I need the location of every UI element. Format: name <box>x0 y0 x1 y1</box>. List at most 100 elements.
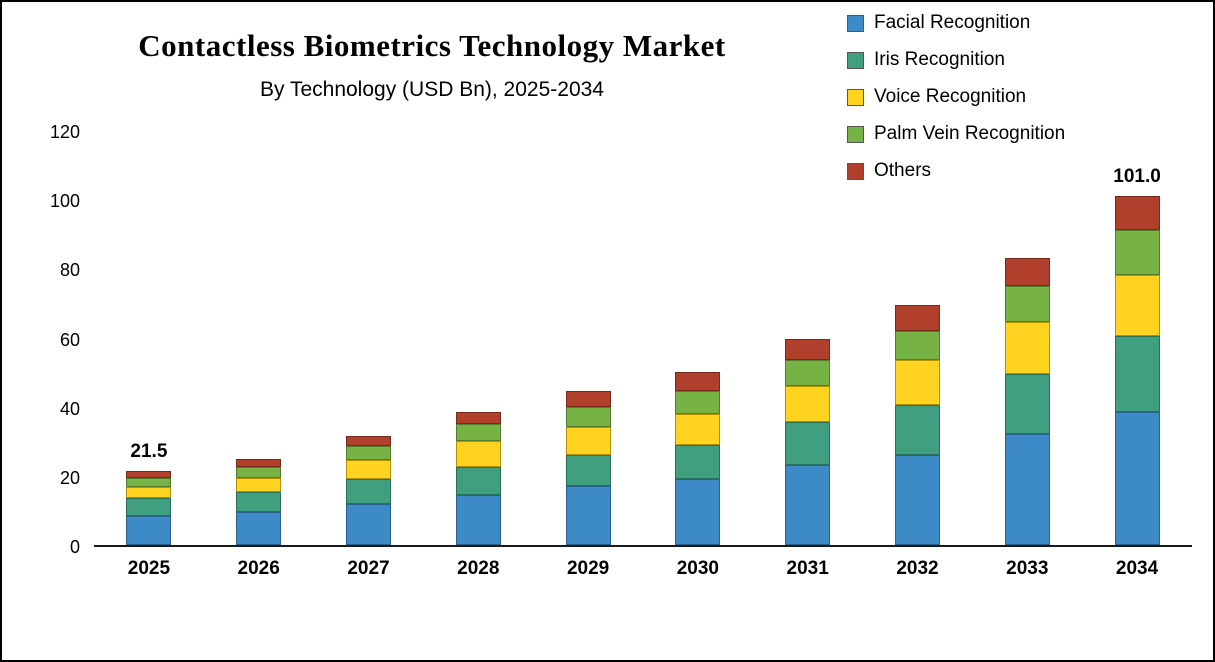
legend-swatch-icon <box>847 162 864 180</box>
bar-column-2025: 21.5 2025 <box>94 132 204 579</box>
bar-segment-iris-recognition <box>675 444 721 480</box>
chart-title: Contactless Biometrics Technology Market <box>138 28 726 63</box>
x-axis-label: 2028 <box>457 558 500 579</box>
bar-segment-palm-vein-recognition <box>345 446 391 461</box>
bar-segment-others <box>785 339 831 360</box>
bar-total-label: 21.5 <box>130 440 168 462</box>
chart-subtitle: By Technology (USD Bn), 2025-2034 <box>260 78 604 101</box>
bar-segment-facial-recognition <box>1114 411 1160 545</box>
legend-swatch-icon <box>847 88 864 106</box>
legend-label: Iris Recognition <box>874 49 1005 70</box>
x-axis-label: 2030 <box>676 558 720 579</box>
bar-segment-palm-vein-recognition <box>236 467 282 478</box>
bar-segment-palm-vein-recognition <box>785 360 831 386</box>
bar-segment-palm-vein-recognition <box>1004 285 1050 322</box>
bar-column-2034: 101.0 2034 <box>1082 132 1192 579</box>
bar-stack <box>894 304 940 545</box>
bar-segment-iris-recognition <box>1114 335 1160 412</box>
legend: Facial Recognition Iris Recognition Voice … <box>847 12 1065 182</box>
legend-swatch-icon <box>847 14 864 32</box>
bar-segment-palm-vein-recognition <box>126 477 172 487</box>
legend-item: Voice Recognition <box>847 86 1065 108</box>
plot-area: 21.5 2025 2026 2027 2028 2029 2030 2031 2032 2033… <box>94 132 1192 579</box>
bar-segment-iris-recognition <box>785 422 831 466</box>
bar-segment-voice-recognition <box>675 413 721 445</box>
bar-stack <box>1004 257 1050 545</box>
bar-column-2030: 2030 <box>643 132 753 579</box>
bar-segment-voice-recognition <box>894 360 940 405</box>
y-axis-tick-label: 20 <box>59 467 80 488</box>
bar-segment-facial-recognition <box>236 512 282 545</box>
bar-segment-voice-recognition <box>455 441 501 468</box>
bar-segment-voice-recognition <box>345 460 391 480</box>
bar-segment-voice-recognition <box>1004 321 1050 374</box>
bar-segment-palm-vein-recognition <box>675 391 721 414</box>
bar-column-2028: 2028 <box>423 132 533 579</box>
bar-segment-palm-vein-recognition <box>565 406 611 428</box>
bar-segment-voice-recognition <box>236 477 282 493</box>
bar-segment-others <box>126 470 172 478</box>
y-axis-tick-label: 0 <box>69 537 80 557</box>
bar-column-2026: 2026 <box>204 132 314 579</box>
bar-stack <box>126 470 172 545</box>
legend-item: Others <box>847 160 1065 182</box>
bar-segment-voice-recognition <box>785 385 831 423</box>
x-axis-label: 2025 <box>127 558 171 579</box>
bar-segment-iris-recognition <box>345 479 391 504</box>
bar-segment-iris-recognition <box>126 497 172 516</box>
x-axis-label: 2029 <box>566 558 610 579</box>
bar-segment-palm-vein-recognition <box>894 330 940 360</box>
bar-stack <box>236 458 282 545</box>
bar-segment-others <box>565 391 611 407</box>
bar-segment-iris-recognition <box>236 492 282 513</box>
y-axis-tick-label: 100 <box>49 191 80 212</box>
legend-swatch-icon <box>847 125 864 143</box>
legend-label: Palm Vein Recognition <box>874 123 1066 144</box>
bar-segment-others <box>1114 195 1160 231</box>
bar-stack <box>675 372 721 545</box>
bar-stack <box>565 391 611 545</box>
bar-segment-facial-recognition <box>894 455 940 545</box>
x-axis-label: 2026 <box>237 558 280 579</box>
bar-segment-iris-recognition <box>565 455 611 487</box>
legend-item: Palm Vein Recognition <box>847 123 1065 145</box>
y-axis-tick-label: 120 <box>49 122 80 142</box>
bar-segment-others <box>894 304 940 331</box>
bar-segment-facial-recognition <box>785 465 831 545</box>
bar-segment-others <box>345 436 391 447</box>
bar-column-2032: 2032 <box>863 132 973 579</box>
bar-segment-others <box>236 458 282 468</box>
bar-column-2031: 2031 <box>753 132 863 579</box>
bar-segment-palm-vein-recognition <box>455 423 501 442</box>
bar-segment-others <box>675 372 721 392</box>
bar-stack <box>1114 195 1160 545</box>
legend-label: Voice Recognition <box>874 86 1027 107</box>
y-axis-tick-label: 40 <box>59 398 80 419</box>
bar-column-2027: 2027 <box>314 132 424 579</box>
bar-segment-facial-recognition <box>565 486 611 545</box>
bar-segment-palm-vein-recognition <box>1114 230 1160 276</box>
bar-segment-facial-recognition <box>126 515 172 545</box>
legend-item: Iris Recognition <box>847 49 1065 71</box>
legend-label: Facial Recognition <box>874 12 1031 33</box>
bar-segment-others <box>455 411 501 424</box>
bar-segment-iris-recognition <box>1004 373 1050 435</box>
bar-segment-facial-recognition <box>675 479 721 545</box>
x-axis-label: 2033 <box>1006 558 1049 579</box>
bar-segment-facial-recognition <box>345 503 391 545</box>
bar-column-2033: 2033 <box>972 132 1082 579</box>
x-axis-label: 2034 <box>1115 558 1159 579</box>
bar-segment-facial-recognition <box>455 494 501 545</box>
bar-stack <box>345 436 391 545</box>
x-axis-label: 2027 <box>347 558 390 579</box>
bar-segment-facial-recognition <box>1004 434 1050 545</box>
bar-stack <box>785 339 831 545</box>
y-axis-tick-label: 60 <box>59 329 80 350</box>
bar-segment-voice-recognition <box>1114 275 1160 336</box>
legend-item: Facial Recognition <box>847 12 1065 34</box>
bar-stack <box>455 411 501 545</box>
bar-segment-iris-recognition <box>455 467 501 495</box>
x-axis-label: 2031 <box>786 558 829 579</box>
legend-label: Others <box>874 160 932 181</box>
